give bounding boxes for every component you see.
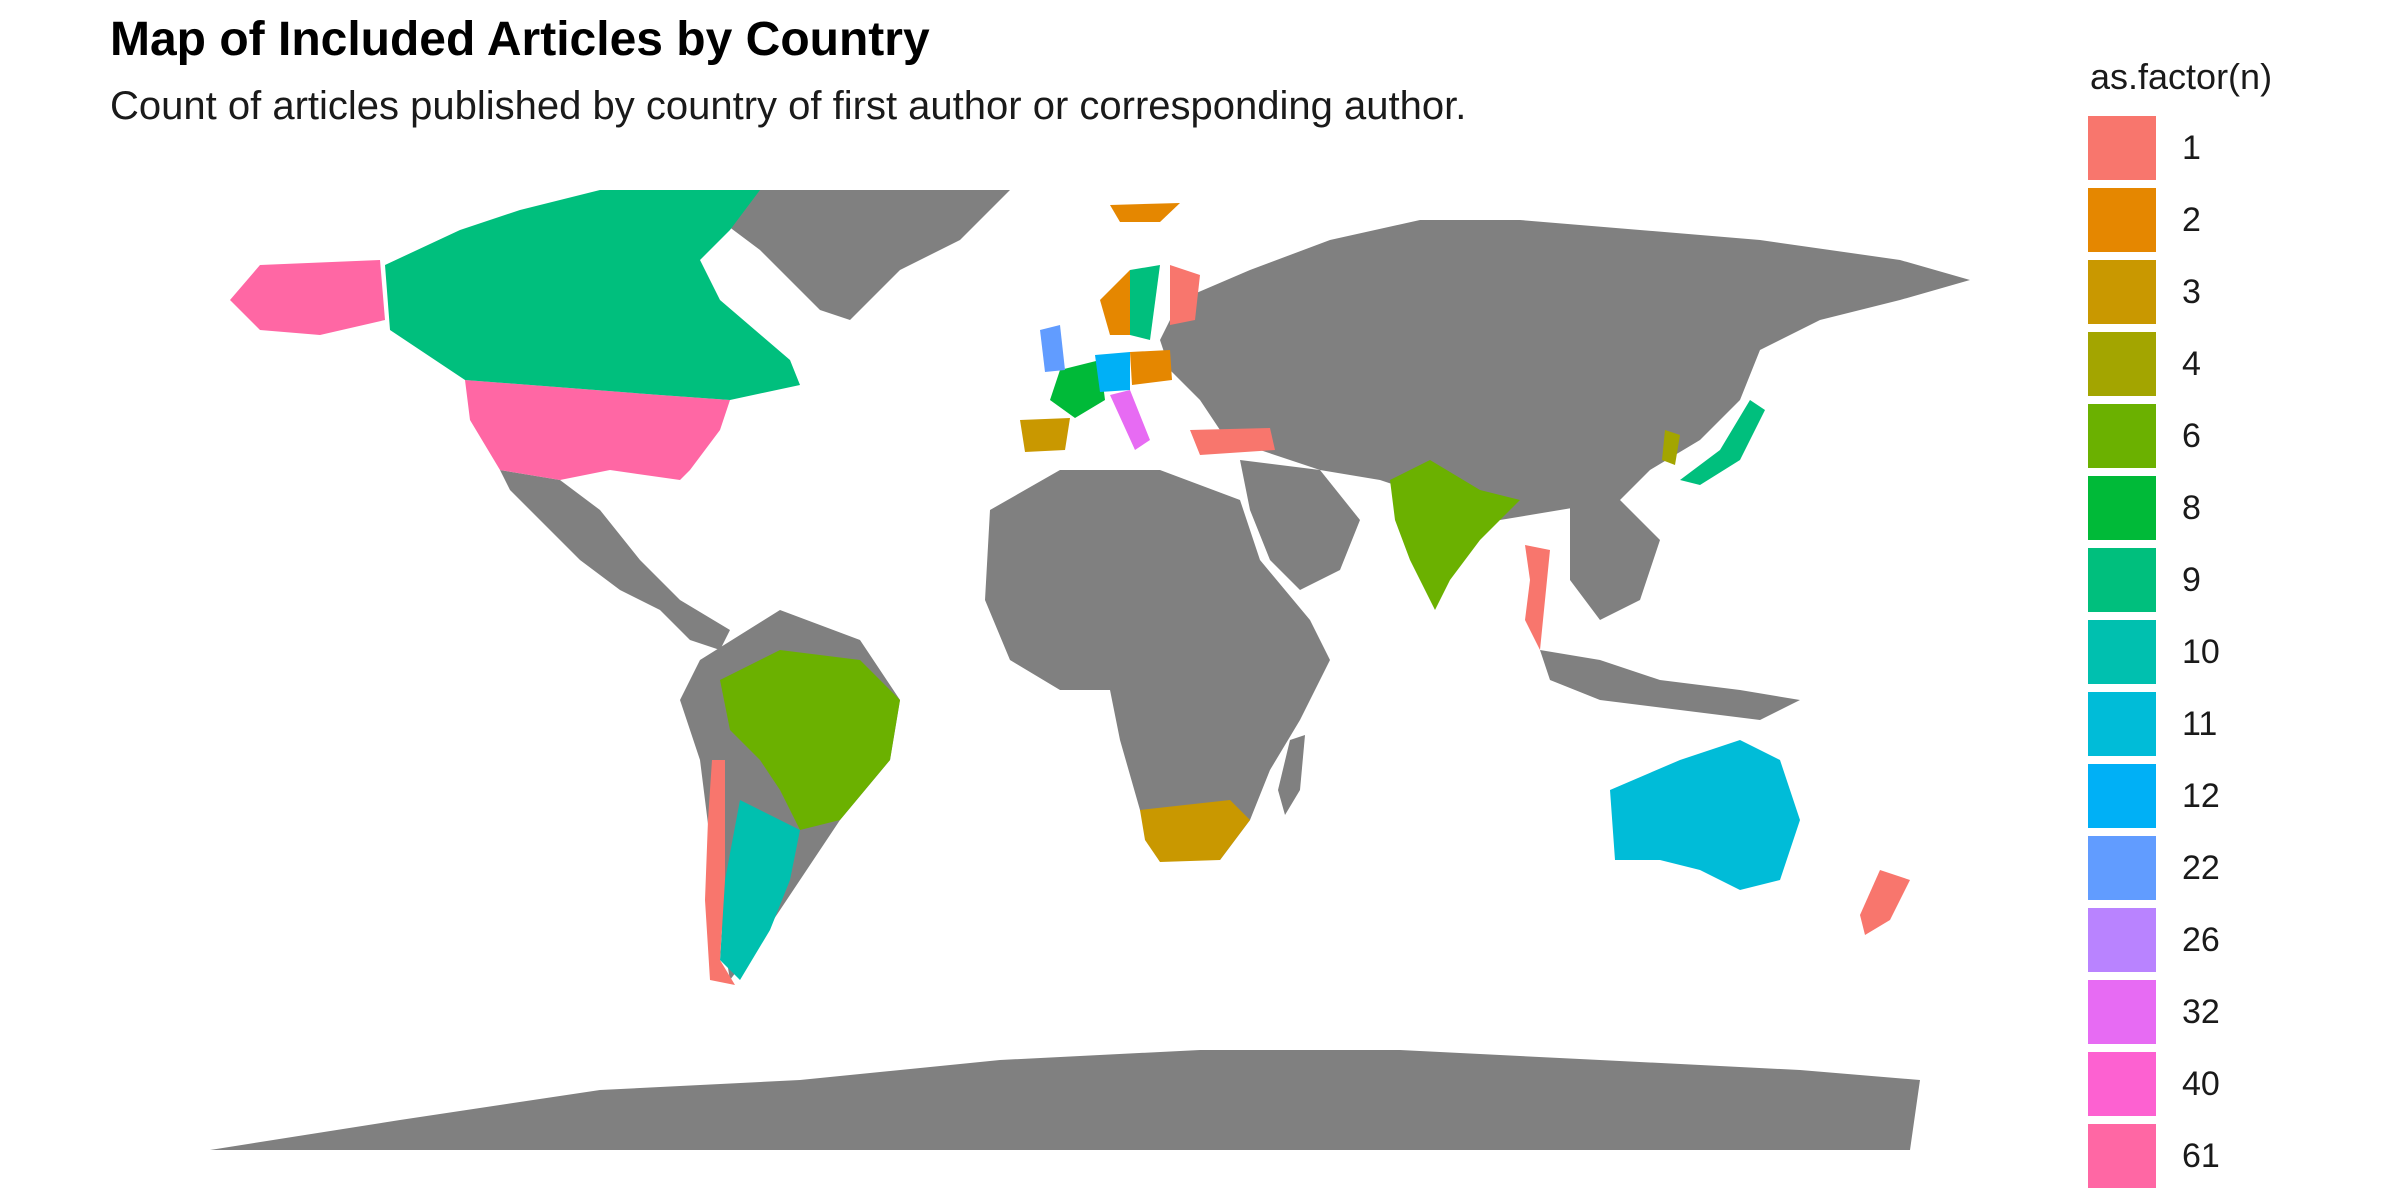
mexico <box>500 470 730 650</box>
germany <box>1095 352 1130 392</box>
thailand <box>1525 545 1550 650</box>
legend-item: 22 <box>2088 832 2388 904</box>
southeast-asia <box>1570 500 1660 620</box>
legend-swatch <box>2088 546 2156 614</box>
legend-item: 1 <box>2088 112 2388 184</box>
legend-swatch <box>2088 1122 2156 1190</box>
legend-swatch <box>2088 834 2156 902</box>
legend: as.factor(n) 1 2 3 4 6 8 9 10 11 12 22 26 32 40 61 <box>2088 56 2388 1192</box>
new-zealand <box>1860 870 1910 935</box>
arabia <box>1240 460 1360 590</box>
indonesia <box>1540 650 1800 720</box>
legend-item: 26 <box>2088 904 2388 976</box>
legend-item: 9 <box>2088 544 2388 616</box>
argentina <box>720 800 800 980</box>
legend-label: 12 <box>2182 776 2220 815</box>
legend-title: as.factor(n) <box>2090 56 2273 97</box>
antarctica <box>210 1050 1920 1150</box>
japan <box>1680 400 1765 485</box>
world-map <box>210 190 1970 1150</box>
legend-swatch <box>2088 618 2156 686</box>
legend-label: 10 <box>2182 632 2220 671</box>
turkey <box>1190 428 1275 455</box>
united-kingdom <box>1040 325 1065 372</box>
india <box>1390 460 1520 610</box>
legend-label: 3 <box>2182 272 2201 311</box>
legend-item: 12 <box>2088 760 2388 832</box>
legend-items: 1 2 3 4 6 8 9 10 11 12 22 26 32 40 61 <box>2088 112 2388 1192</box>
legend-item: 32 <box>2088 976 2388 1048</box>
legend-label: 22 <box>2182 848 2220 887</box>
australia <box>1610 740 1800 890</box>
legend-item: 2 <box>2088 184 2388 256</box>
legend-swatch <box>2088 186 2156 254</box>
south-africa <box>1140 800 1250 862</box>
brazil <box>720 650 900 830</box>
colored-countries <box>230 190 1910 985</box>
sweden <box>1130 265 1160 340</box>
legend-label: 1 <box>2182 128 2201 167</box>
map-title: Map of Included Articles by Country <box>110 13 930 66</box>
korea <box>1662 430 1680 465</box>
legend-swatch <box>2088 906 2156 974</box>
legend-item: 4 <box>2088 328 2388 400</box>
legend-item: 3 <box>2088 256 2388 328</box>
legend-label: 4 <box>2182 344 2201 383</box>
legend-item: 11 <box>2088 688 2388 760</box>
italy <box>1110 390 1150 450</box>
poland <box>1130 350 1172 385</box>
chile <box>705 760 735 985</box>
legend-swatch <box>2088 690 2156 758</box>
greenland <box>700 190 1010 320</box>
legend-swatch <box>2088 114 2156 182</box>
legend-item: 10 <box>2088 616 2388 688</box>
map-subtitle: Count of articles published by country o… <box>110 84 1467 128</box>
legend-item: 8 <box>2088 472 2388 544</box>
alaska <box>230 260 385 335</box>
legend-swatch <box>2088 1050 2156 1118</box>
legend-swatch <box>2088 762 2156 830</box>
legend-swatch <box>2088 330 2156 398</box>
finland <box>1170 265 1200 325</box>
legend-label: 26 <box>2182 920 2220 959</box>
legend-label: 2 <box>2182 200 2201 239</box>
legend-swatch <box>2088 402 2156 470</box>
svalbard <box>1110 203 1180 222</box>
united-states <box>465 380 730 480</box>
norway <box>1100 270 1130 335</box>
legend-label: 8 <box>2182 488 2201 527</box>
legend-item: 6 <box>2088 400 2388 472</box>
spain <box>1020 418 1070 452</box>
legend-swatch <box>2088 474 2156 542</box>
eurasia <box>1160 220 1970 520</box>
canada <box>385 190 800 400</box>
legend-label: 9 <box>2182 560 2201 599</box>
legend-label: 6 <box>2182 416 2201 455</box>
madagascar <box>1278 735 1305 815</box>
legend-label: 11 <box>2182 704 2218 743</box>
legend-swatch <box>2088 258 2156 326</box>
legend-item: 61 <box>2088 1120 2388 1192</box>
legend-label: 40 <box>2182 1064 2220 1103</box>
legend-item: 40 <box>2088 1048 2388 1120</box>
legend-label: 32 <box>2182 992 2220 1031</box>
france <box>1050 360 1105 418</box>
legend-swatch <box>2088 978 2156 1046</box>
africa <box>985 470 1330 860</box>
legend-label: 61 <box>2182 1136 2220 1175</box>
